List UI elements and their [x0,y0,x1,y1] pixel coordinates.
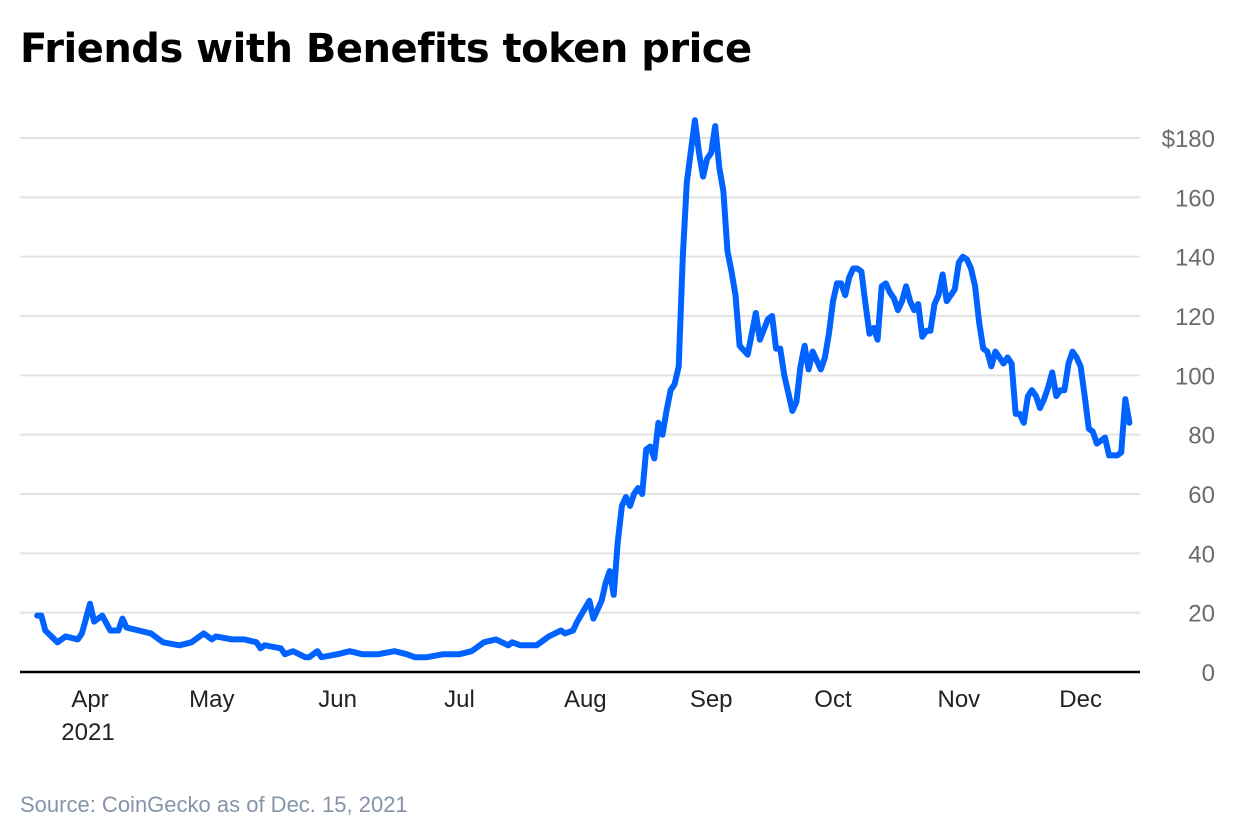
y-tick-label: 160 [1175,185,1215,212]
y-tick-label: 100 [1175,363,1215,390]
x-tick-label: Oct [814,686,852,713]
x-tick-sublabel: 2021 [61,719,114,746]
chart-title: Friends with Benefits token price [20,26,752,72]
x-tick-label: Dec [1059,686,1102,713]
x-tick-label: Sep [690,686,733,713]
y-axis-ticks: 0 20 40 60 80 100 120 140 160 $180 [1162,126,1215,687]
y-tick-label: 140 [1175,245,1215,272]
y-tick-label: 0 [1202,660,1215,687]
y-tick-label: 120 [1175,304,1215,331]
x-tick-label: Apr [71,686,108,713]
gridlines [20,137,1140,614]
x-tick-label: Aug [564,686,607,713]
x-axis-ticks: Apr 2021 May Jun Jul Aug Sep Oct Nov Dec [61,686,1102,746]
y-tick-label: 20 [1188,601,1215,628]
x-tick-label: Jul [444,686,475,713]
y-tick-label: 40 [1188,541,1215,568]
x-tick-label: Jun [318,686,357,713]
x-tick-label: Nov [937,686,980,713]
source-note: Source: CoinGecko as of Dec. 15, 2021 [20,792,408,817]
y-tick-label: 80 [1188,423,1215,450]
x-tick-label: May [189,686,234,713]
y-tick-label: 60 [1188,482,1215,509]
price-line [34,117,1133,661]
y-tick-label: $180 [1162,126,1215,153]
